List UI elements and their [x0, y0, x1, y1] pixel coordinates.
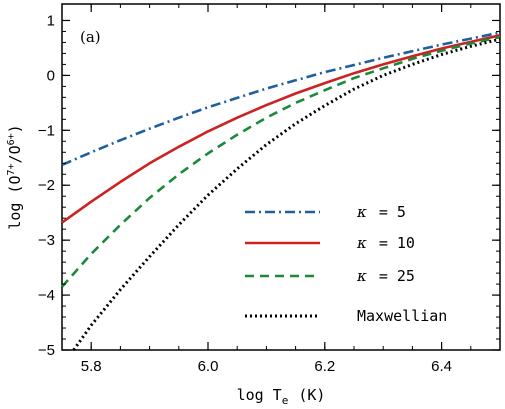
x-axis-title-unit: (K): [298, 386, 325, 404]
legend-label-1: κ = 5: [356, 203, 406, 221]
x-axis-title-main: log T: [237, 386, 282, 404]
ticks-layer: 5.8 6.0 6.2 6.4 −5 −4 −3 −2 −1 0 1: [38, 4, 501, 375]
y-axis-title-sup1: 7+: [6, 163, 17, 175]
panel-label: (a): [80, 28, 101, 46]
x-tick-label: 6.2: [314, 358, 335, 375]
series-line-3: [61, 35, 501, 288]
x-axis-title: log Te (K): [237, 386, 326, 407]
legend-kappa-symbol: κ: [356, 203, 367, 221]
x-tick-label: 5.8: [81, 358, 102, 375]
x-axis-title-sub: e: [282, 394, 289, 407]
legend-kappa-symbol: κ: [356, 234, 367, 252]
y-tick-label: −3: [38, 232, 55, 249]
series-line-1: [61, 31, 501, 167]
legend-kappa-value: = 10: [379, 234, 415, 252]
y-tick-label: −4: [38, 287, 55, 304]
legend-label-3: κ = 25: [356, 267, 415, 285]
x-tick-label: 6.4: [431, 358, 452, 375]
y-tick-label: −5: [38, 342, 55, 359]
y-axis-title-part1: log (O: [6, 176, 24, 230]
y-axis-title-part2: /O: [6, 145, 24, 163]
plot-frame: [61, 3, 501, 351]
legend-kappa-symbol: κ: [356, 267, 367, 285]
legend: κ = 5 κ = 10 κ = 25 Maxwellian: [245, 203, 447, 325]
y-tick-label: 0: [47, 67, 55, 84]
y-axis-title: log (O7+/O6+): [6, 124, 24, 229]
y-tick-label: −1: [38, 122, 55, 139]
y-axis-title-sup2: 6+: [6, 133, 17, 145]
legend-label-4: Maxwellian: [357, 307, 447, 325]
series-layer: [61, 31, 501, 351]
series-line-2: [61, 34, 501, 224]
x-tick-label: 6.0: [198, 358, 219, 375]
series-line-4: [72, 37, 501, 351]
y-axis-title-part3: ): [6, 124, 24, 133]
y-tick-label: −2: [38, 177, 55, 194]
y-tick-label: 1: [47, 12, 55, 29]
legend-kappa-value: = 5: [379, 203, 406, 221]
legend-label-2: κ = 10: [356, 234, 415, 252]
legend-kappa-value: = 25: [379, 267, 415, 285]
